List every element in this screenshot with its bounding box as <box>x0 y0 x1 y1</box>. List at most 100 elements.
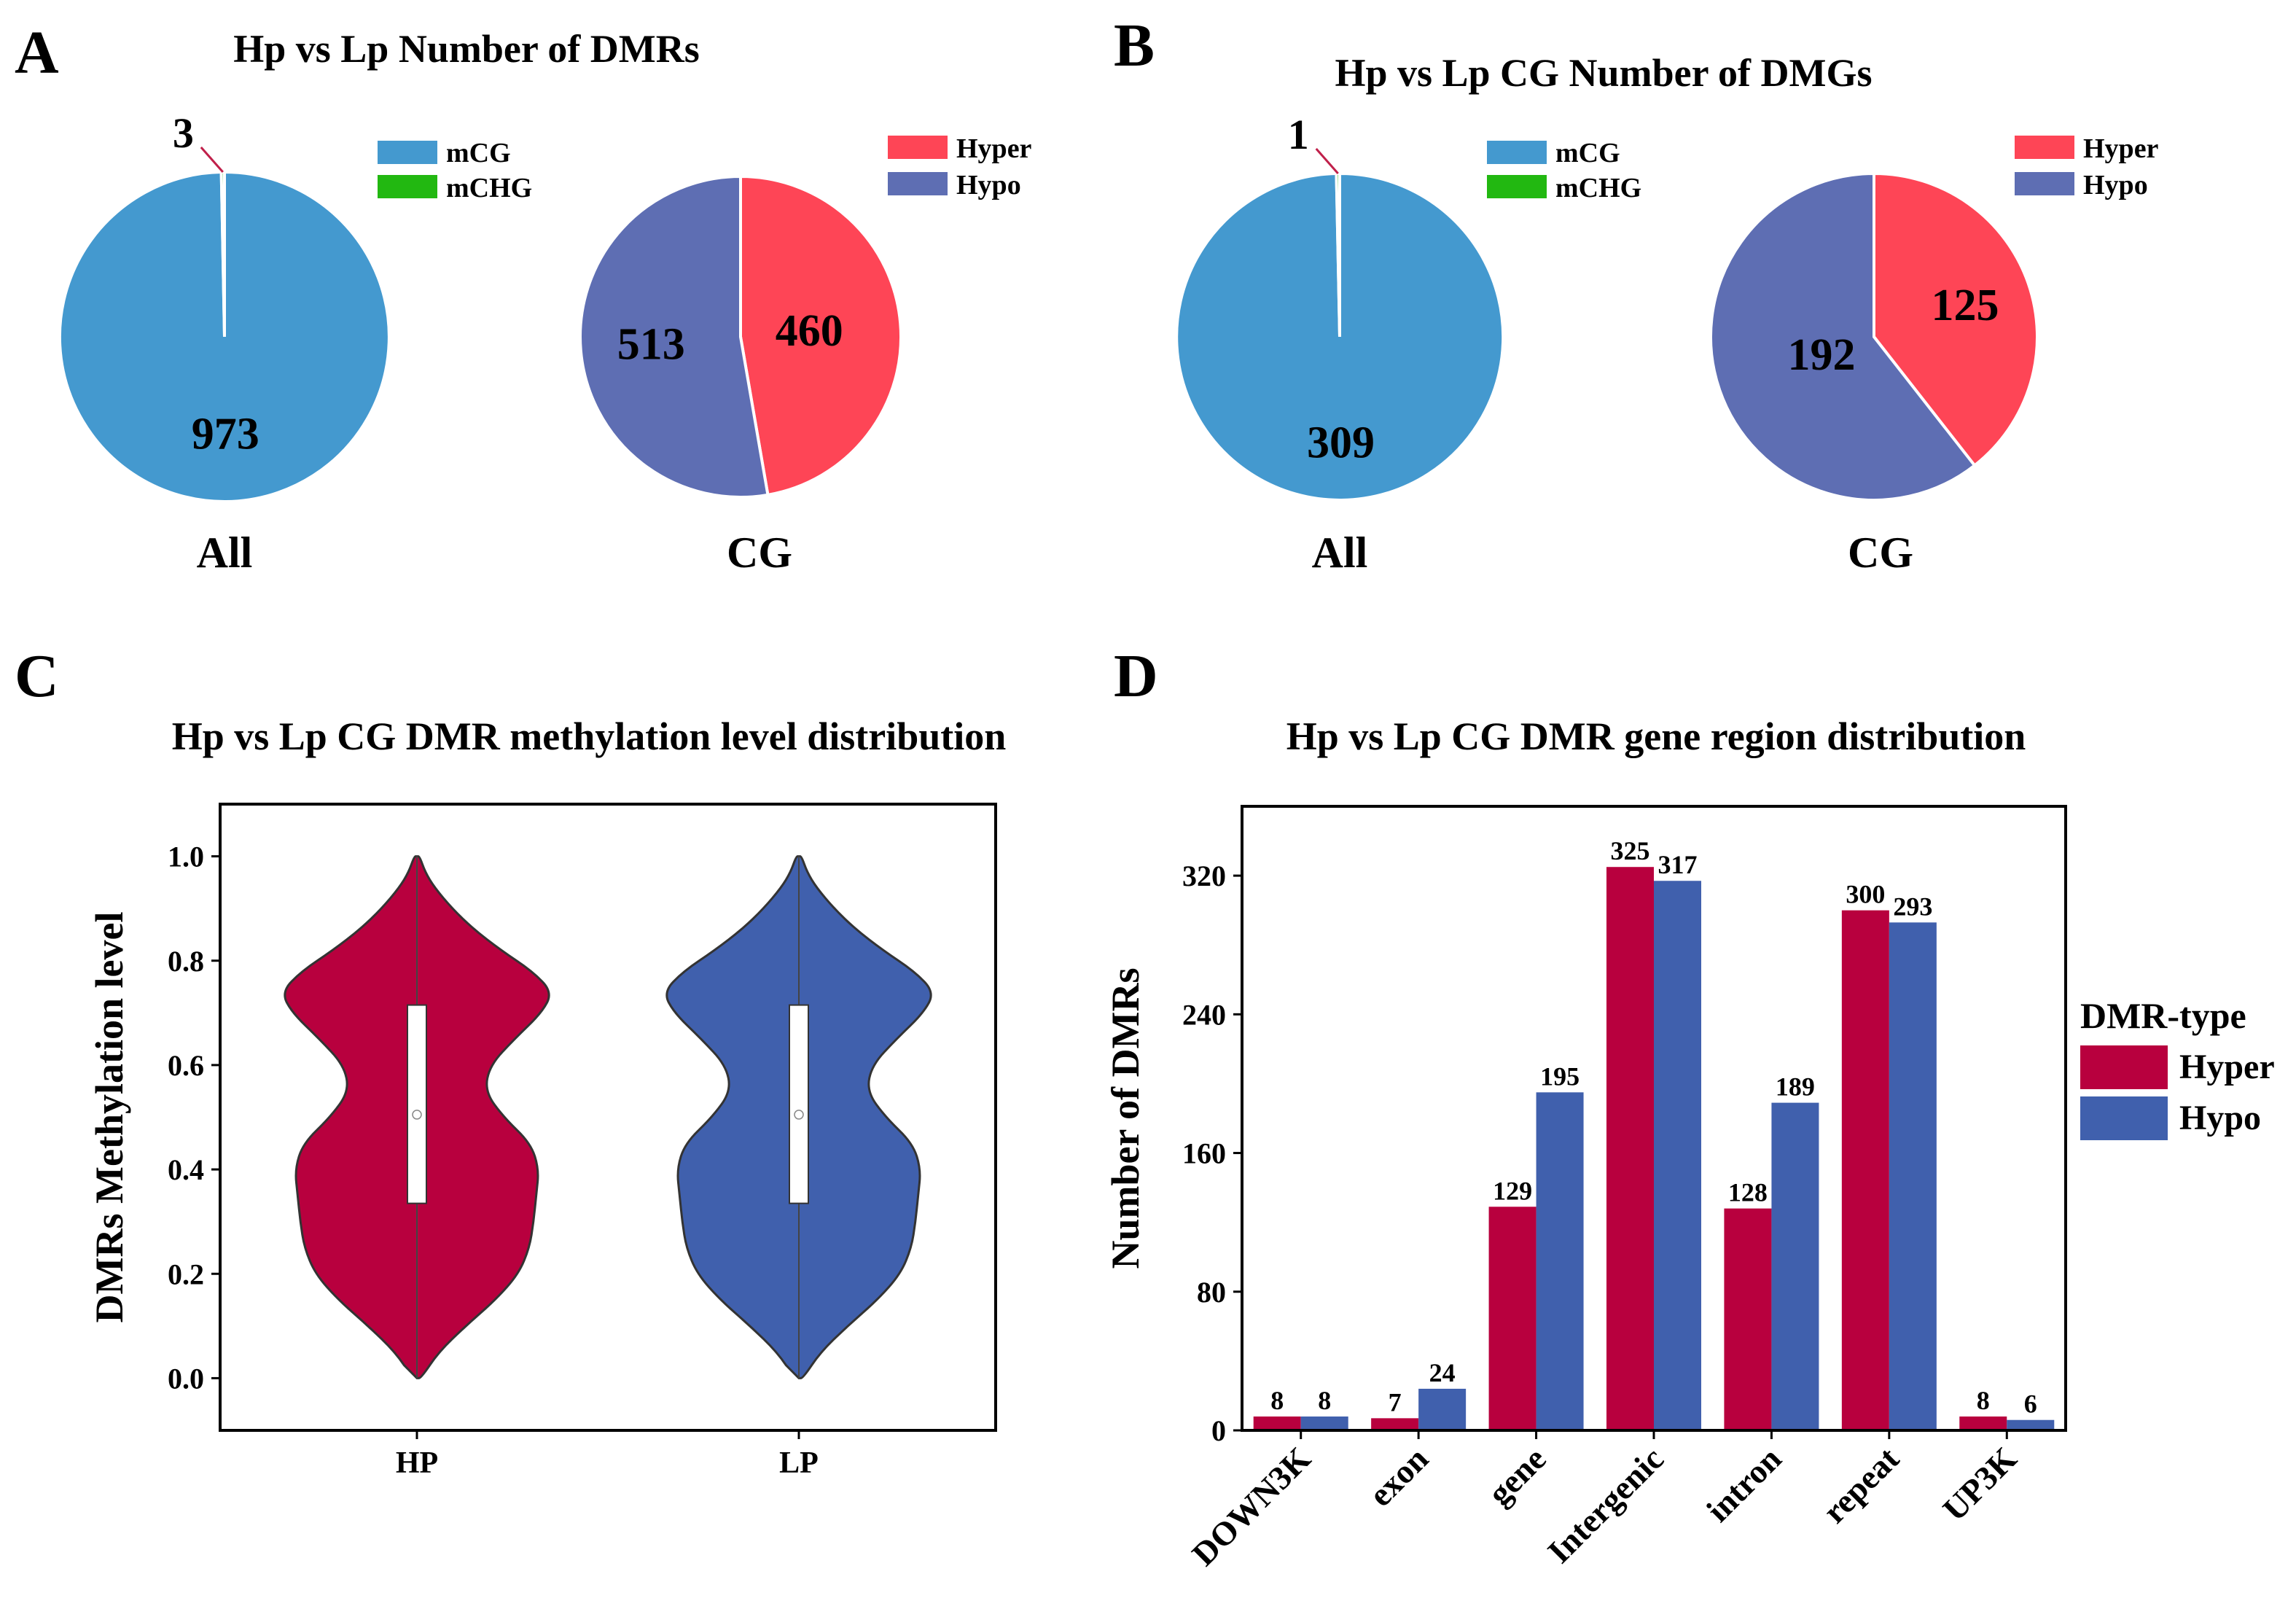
legend-a-hypo-label: Hypo <box>956 170 1021 200</box>
y-axis-label: Number of DMRs <box>1104 968 1147 1269</box>
bar-label-hyper-intergenic: 325 <box>1611 836 1650 865</box>
B-all-label-mchg: 1 <box>1288 111 1309 158</box>
x-tick-label-repeat: repeat <box>1816 1440 1906 1530</box>
x-tick-label-intron: intron <box>1699 1440 1788 1529</box>
legend-label-hyper: Hyper <box>2179 1048 2275 1086</box>
x-tick-label-gene: gene <box>1480 1440 1553 1512</box>
legend-a-mchg-swatch <box>378 175 437 198</box>
y-tick-label: 0.0 <box>168 1362 204 1395</box>
legend-b-mcg-swatch <box>1487 141 1547 164</box>
y-tick-label: 160 <box>1182 1137 1226 1170</box>
panel-c: C Hp vs Lp CG DMR methylation level dist… <box>15 642 1006 1480</box>
legend-a-hyper-label: Hyper <box>956 133 1032 164</box>
violin-lp-median <box>794 1110 804 1120</box>
violin-hp-box <box>407 1004 427 1204</box>
y-tick-label: 1.0 <box>168 841 204 873</box>
A-all-slice-mchg <box>219 170 226 338</box>
bar-label-hyper-up3k: 8 <box>1977 1386 1990 1415</box>
legend-b-hyper-label: Hyper <box>2083 133 2159 164</box>
A-all-label-mchg: 3 <box>173 109 194 157</box>
panel-b: B Hp vs Lp CG Number of DMGs 309 1 All mC… <box>1114 12 2159 577</box>
panel-d-title: Hp vs Lp CG DMR gene region distribution <box>1286 714 2026 758</box>
panel-c-title: Hp vs Lp CG DMR methylation level distri… <box>172 714 1007 758</box>
panel-a-letter: A <box>15 19 59 87</box>
y-tick-label: 80 <box>1197 1276 1226 1309</box>
y-tick-label: 240 <box>1182 998 1226 1031</box>
panel-a: A Hp vs Lp Number of DMRs 973 3 All mCG m… <box>15 19 1032 577</box>
legend-a-mcg-label: mCG <box>446 138 511 168</box>
B-all-slice-mchg <box>1335 171 1341 338</box>
y-tick-label: 0.6 <box>168 1049 204 1082</box>
bar-hyper-gene <box>1488 1207 1536 1430</box>
legend-a-mcg-swatch <box>378 141 437 164</box>
A-cg-label-hyper: 460 <box>776 306 843 356</box>
bar-hypo-exon <box>1418 1388 1467 1430</box>
legend-b-hypo-label: Hypo <box>2083 170 2148 200</box>
legend-a-hyper-swatch <box>888 136 948 159</box>
bar-hyper-up3k <box>1959 1416 2007 1430</box>
pie-a-cg-label: CG <box>727 529 792 577</box>
legend-b-mchg-label: mCHG <box>1555 173 1641 203</box>
A-cg-label-hypo: 513 <box>617 320 685 370</box>
A-cg-slice-hyper <box>739 174 903 497</box>
bar-hypo-up3k <box>2007 1419 2055 1430</box>
B-all-label-mcg: 309 <box>1307 418 1375 468</box>
bar-label-hyper-gene: 129 <box>1493 1176 1532 1205</box>
B-cg-slice-hypo <box>1709 171 1977 502</box>
y-tick-label: 0.2 <box>168 1258 204 1290</box>
bar-label-hypo-intron: 189 <box>1776 1072 1815 1102</box>
B-all-leader-line <box>1315 148 1339 175</box>
pie-a-cg: 460 513 <box>579 174 903 499</box>
plot-frame <box>1241 805 2067 1432</box>
bar-label-hypo-exon: 24 <box>1429 1358 1456 1387</box>
legend-b-mcg-label: mCG <box>1555 138 1620 168</box>
bar-hyper-down3k <box>1253 1416 1301 1430</box>
bar-label-hypo-repeat: 293 <box>1893 892 1932 921</box>
pie-a-all: 973 3 <box>58 109 391 503</box>
pie-a-all-label: All <box>197 529 253 577</box>
bar-label-hypo-gene: 195 <box>1540 1061 1580 1091</box>
legend-a-hypo-swatch <box>888 172 948 195</box>
pie-b-cg-label: CG <box>1848 529 1913 577</box>
bar-hypo-repeat <box>1889 922 1937 1430</box>
A-all-label-mcg: 973 <box>192 409 259 459</box>
bar-hyper-exon <box>1371 1418 1419 1430</box>
violin-hp-median <box>412 1110 422 1120</box>
y-tick-label: 0.8 <box>168 945 204 978</box>
plot-frame <box>219 803 997 1432</box>
legend-b-hypo-swatch <box>2015 172 2074 195</box>
panel-d: D Hp vs Lp CG DMR gene region distributi… <box>1104 642 2275 1573</box>
bar-label-hypo-up3k: 6 <box>2024 1390 2037 1419</box>
legend-title: DMR-type <box>2080 995 2246 1036</box>
legend-swatch-hypo <box>2080 1096 2168 1140</box>
bar-label-hyper-repeat: 300 <box>1846 880 1885 909</box>
legend-b-all: mCG mCHG <box>1487 138 1641 203</box>
B-cg-label-hypo: 192 <box>1787 330 1855 380</box>
x-tick-label-exon: exon <box>1362 1440 1435 1513</box>
bar-hypo-down3k <box>1300 1416 1348 1430</box>
pie-b-cg: 125 192 <box>1709 171 2039 502</box>
legend-b-hyper-swatch <box>2015 136 2074 159</box>
x-tick-label-down3k: DOWN3K <box>1184 1440 1318 1573</box>
x-tick-label-hp: HP <box>396 1446 438 1480</box>
B-cg-slice-hyper <box>1873 171 2039 468</box>
violin-chart: HP LP 0.0 0.2 0.4 0.6 0.8 1.0 DMRs Methylation l… <box>87 803 997 1480</box>
bar-label-hypo-down3k: 8 <box>1318 1386 1331 1415</box>
pie-b-all: 309 1 <box>1175 111 1505 502</box>
legend-b-mchg-swatch <box>1487 175 1547 198</box>
panel-b-title: Hp vs Lp CG Number of DMGs <box>1335 51 1872 95</box>
bar-label-hyper-exon: 7 <box>1389 1387 1402 1417</box>
legend-a-mchg-label: mCHG <box>446 173 532 203</box>
bar-hyper-intron <box>1724 1208 1772 1430</box>
B-cg-label-hyper: 125 <box>1931 281 1999 330</box>
A-cg-slice-hypo <box>579 174 770 499</box>
bar-hyper-repeat <box>1841 910 1889 1430</box>
panel-b-letter: B <box>1114 12 1155 79</box>
violin-lp-box <box>789 1004 809 1204</box>
panel-c-letter: C <box>15 642 59 710</box>
bar-hypo-intron <box>1771 1102 1819 1430</box>
legend-swatch-hyper <box>2080 1045 2168 1089</box>
bar-label-hypo-intergenic: 317 <box>1658 850 1698 879</box>
y-tick-label: 320 <box>1182 860 1226 892</box>
